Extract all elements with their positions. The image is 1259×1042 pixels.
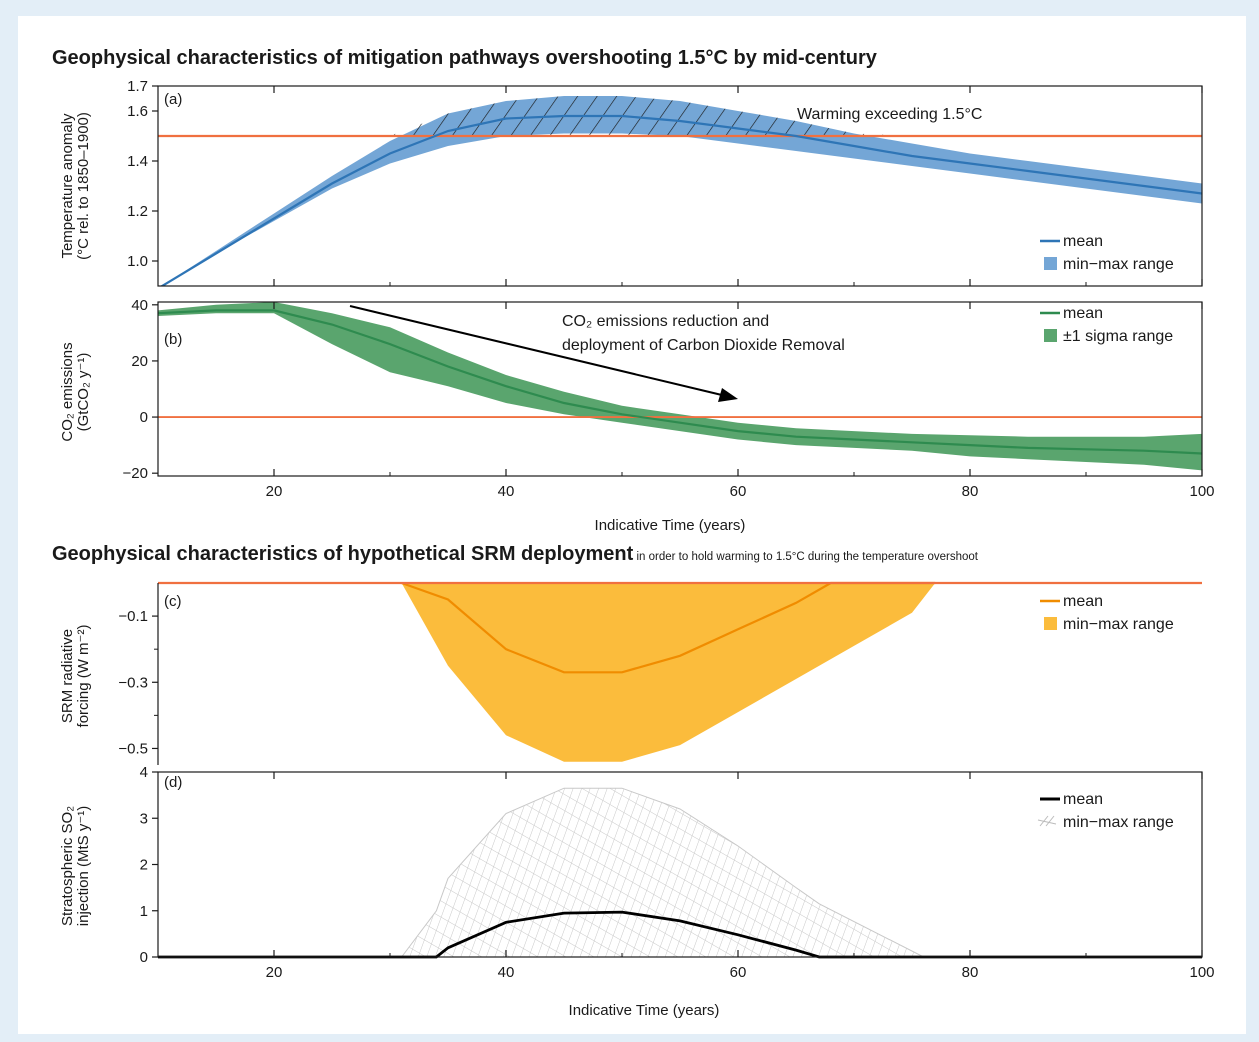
so2-xtick-label: 40 <box>498 964 515 981</box>
co2-sigma-band <box>158 302 1202 471</box>
srm-ylabel-line: SRM radiative <box>59 629 76 723</box>
co2-xtick-label: 20 <box>266 483 283 500</box>
so2-legend-hatch <box>1045 815 1055 827</box>
panel-d-so2-injection: 20 40 60 80 100 0 1 2 3 4 Stratospheric SO₂injecti… <box>59 764 1215 1019</box>
temp-ytick-label: 1.2 <box>127 203 148 220</box>
temp-mean-line <box>160 114 1202 286</box>
co2-ytick-label: −20 <box>123 465 148 482</box>
co2-panel-label: (b) <box>164 331 182 348</box>
so2-ylabel-line: Stratospheric SO₂ <box>59 806 76 926</box>
srm-legend-label: min−max range <box>1063 616 1174 633</box>
so2-legend-hatch <box>1037 819 1057 825</box>
co2-ylabel: CO₂ emissions(GtCO₂ y⁻¹) <box>59 342 92 441</box>
temp-annotation: Warming exceeding 1.5°C <box>797 106 982 123</box>
temp-panel-label: (a) <box>164 91 182 108</box>
co2-ylabel-line: (GtCO₂ y⁻¹) <box>75 353 92 432</box>
srm-ytick-label: −0.5 <box>118 740 148 757</box>
bottom-title-bold: Geophysical characteristics of hypotheti… <box>52 543 634 565</box>
temp-ylabel-line: Temperature anomaly <box>59 113 76 259</box>
so2-range-hatch-cross <box>158 788 1202 957</box>
so2-xtick-label: 20 <box>266 964 283 981</box>
temp-ytick-label: 1.7 <box>127 78 148 95</box>
bottom-title: Geophysical characteristics of hypotheti… <box>52 543 979 565</box>
so2-ylabel-line: injection (MtS y⁻¹) <box>75 806 92 926</box>
so2-ytick-label: 0 <box>140 949 148 966</box>
so2-ytick-label: 1 <box>140 903 148 920</box>
so2-ylabel: Stratospheric SO₂injection (MtS y⁻¹) <box>59 806 92 926</box>
so2-xtick-label: 60 <box>730 964 747 981</box>
temp-plot-frame <box>157 85 1203 287</box>
top-title: Geophysical characteristics of mitigatio… <box>52 47 878 69</box>
co2-xtick-label: 80 <box>962 483 979 500</box>
so2-panel-label: (d) <box>164 774 182 791</box>
co2-xtick-label: 60 <box>730 483 747 500</box>
co2-ytick-label: 40 <box>131 297 148 314</box>
co2-arrow-head <box>718 388 738 402</box>
co2-mean-line <box>158 309 1202 455</box>
temp-ytick-label: 1.6 <box>127 103 148 120</box>
bottom-title-subtitle: in order to hold warming to 1.5°C during… <box>633 551 978 563</box>
co2-plot-frame <box>157 301 1203 477</box>
co2-legend-label: mean <box>1063 305 1103 322</box>
so2-xtick-label: 80 <box>962 964 979 981</box>
panel-b-co2: 20 40 60 80 100 −20 0 20 40 CO₂ emissions(GtCO₂ y… <box>59 297 1215 534</box>
srm-ylabel: SRM radiativeforcing (W m⁻²) <box>59 625 92 728</box>
srm-legend-swatch <box>1044 617 1057 630</box>
co2-ytick-label: 20 <box>131 353 148 370</box>
temp-legend-label: min−max range <box>1063 256 1174 273</box>
temp-range-band <box>161 96 1202 286</box>
temp-legend-label: mean <box>1063 233 1103 250</box>
temp-ytick-label: 1.4 <box>127 153 148 170</box>
so2-xlabel: Indicative Time (years) <box>569 1002 720 1019</box>
co2-annotation-line2: deployment of Carbon Dioxide Removal <box>562 337 845 354</box>
co2-legend-label: ±1 sigma range <box>1063 328 1173 345</box>
srm-ytick-label: −0.3 <box>118 674 148 691</box>
panel-c-srm-forcing: −0.1 −0.3 −0.5 SRM radiativeforcing (W m⁻²)… <box>59 581 1202 765</box>
srm-range-band <box>401 583 936 762</box>
srm-ytick-label: −0.1 <box>118 608 148 625</box>
so2-ytick-label: 3 <box>140 810 148 827</box>
co2-annotation-line1: CO₂ emissions reduction and <box>562 313 769 330</box>
so2-legend-label: min−max range <box>1063 814 1174 831</box>
temp-legend-swatch <box>1044 257 1057 270</box>
temp-exceedance-hatch <box>158 96 1202 136</box>
so2-legend-label: mean <box>1063 791 1103 808</box>
so2-ytick-label: 4 <box>140 764 148 781</box>
co2-xtick-label: 40 <box>498 483 515 500</box>
srm-legend-label: mean <box>1063 593 1103 610</box>
co2-ylabel-line: CO₂ emissions <box>59 342 76 441</box>
so2-xtick-label: 100 <box>1189 964 1214 981</box>
so2-ytick-label: 2 <box>140 857 148 874</box>
srm-ylabel-line: forcing (W m⁻²) <box>75 625 92 728</box>
panel-a-temperature: 1.0 1.2 1.4 1.6 1.7 Temperature anomaly(°C re… <box>59 78 1203 287</box>
co2-xlabel: Indicative Time (years) <box>595 517 746 534</box>
co2-xtick-label: 100 <box>1189 483 1214 500</box>
temp-ytick-label: 1.0 <box>127 253 148 270</box>
co2-arrow-shaft <box>349 305 727 397</box>
co2-ytick-label: 0 <box>140 409 148 426</box>
temp-ylabel-line: (°C rel. to 1850–1900) <box>75 112 92 260</box>
temp-ylabel: Temperature anomaly(°C rel. to 1850–1900… <box>59 112 92 260</box>
srm-panel-label: (c) <box>164 593 182 610</box>
co2-legend-swatch <box>1044 329 1057 342</box>
